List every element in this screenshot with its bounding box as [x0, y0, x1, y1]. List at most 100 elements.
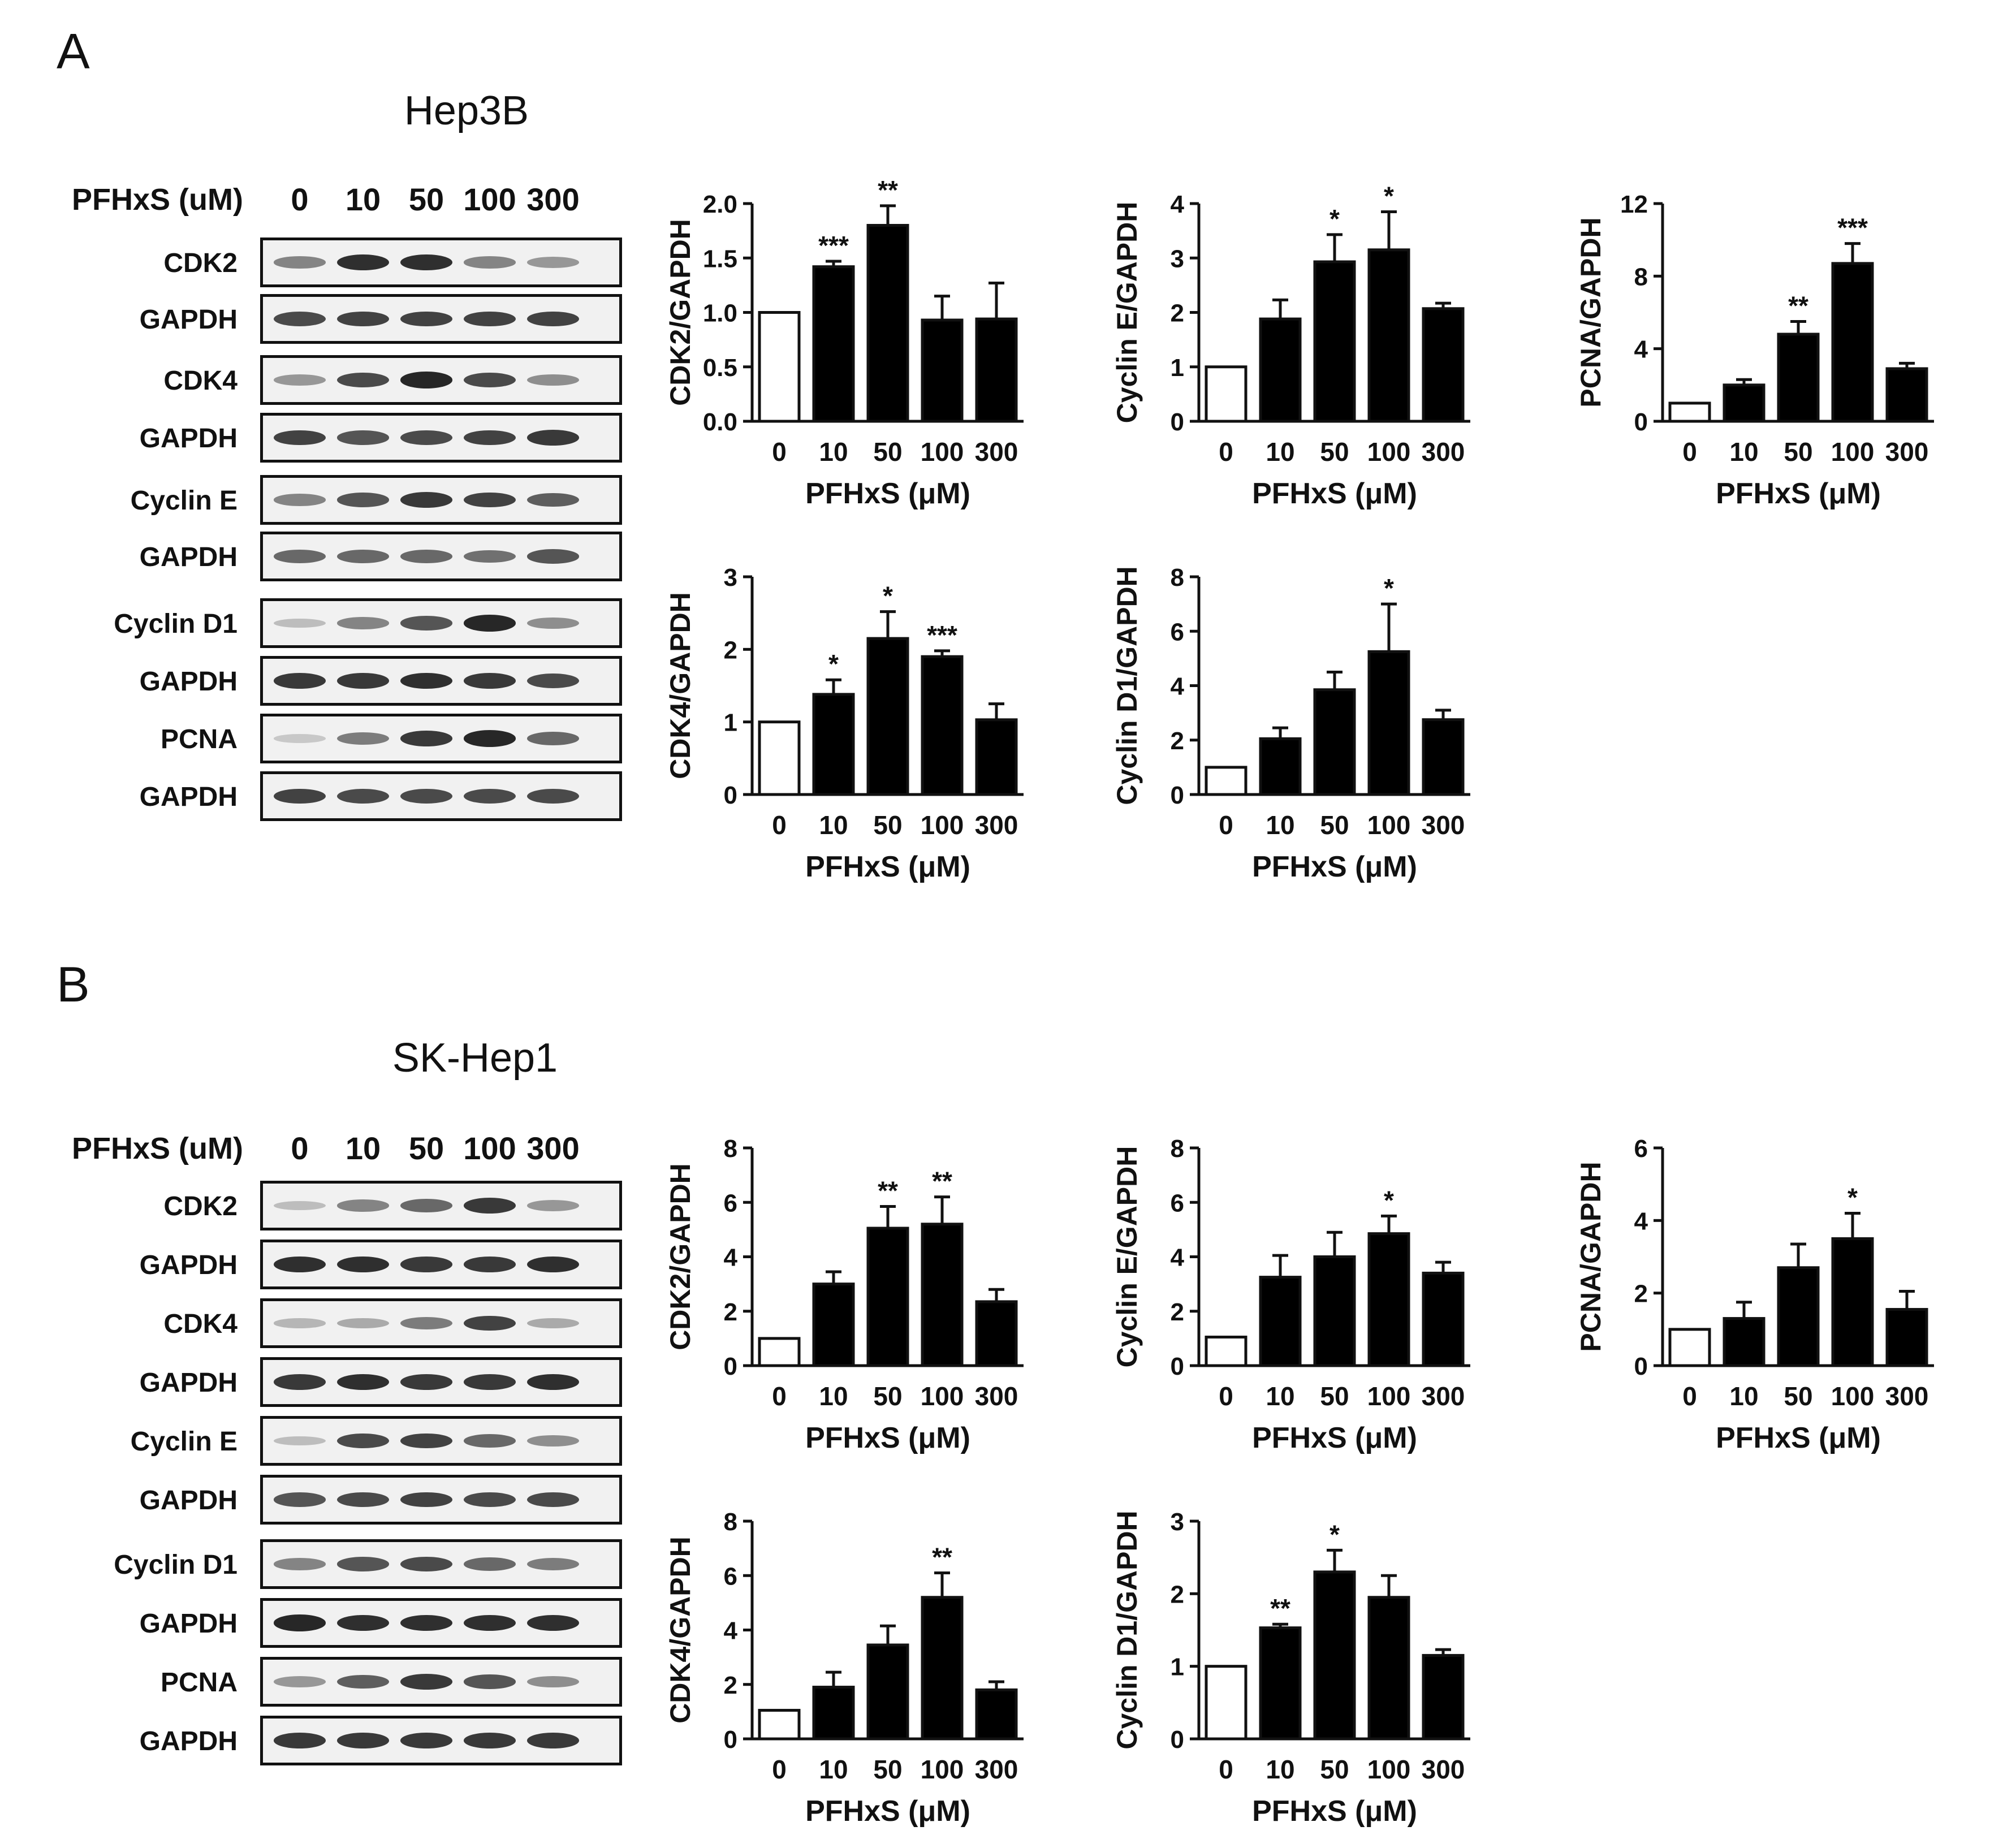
protein-band	[464, 673, 516, 689]
protein-band	[400, 1733, 452, 1748]
bar	[1259, 1626, 1302, 1741]
y-tick-label: 1.5	[703, 245, 737, 273]
panel-a-letter: A	[57, 23, 90, 79]
blot-strip	[260, 294, 622, 344]
protein-band	[527, 789, 579, 804]
x-tick-label: 300	[975, 810, 1018, 840]
protein-band	[337, 311, 389, 327]
band-label: Cyclin E	[130, 1427, 238, 1457]
x-tick-label: 300	[1422, 1755, 1465, 1784]
protein-band	[400, 1199, 452, 1212]
bar	[758, 1708, 801, 1741]
x-axis-label: PFHxS (μM)	[1252, 477, 1417, 510]
y-tick-label: 2	[1171, 300, 1184, 327]
bar	[866, 1643, 909, 1741]
protein-band	[527, 673, 579, 688]
protein-band	[400, 1674, 452, 1690]
x-tick-label: 10	[819, 810, 848, 840]
band-label: PCNA	[160, 724, 238, 754]
protein-band	[337, 1199, 389, 1212]
bar	[1831, 1237, 1874, 1367]
protein-band	[464, 1492, 516, 1507]
bar	[1723, 383, 1765, 423]
bar	[1831, 262, 1874, 423]
protein-band	[400, 372, 452, 388]
bar	[1205, 1335, 1247, 1367]
x-tick-label: 0	[772, 437, 787, 467]
x-tick-label: 100	[1367, 810, 1411, 840]
x-axis-label: PFHxS (μM)	[1252, 1422, 1417, 1454]
y-axis-label: PCNA/GAPDH	[1575, 1162, 1607, 1352]
bar	[1259, 1276, 1302, 1367]
protein-band	[464, 1315, 516, 1331]
y-tick-label: 6	[1634, 1135, 1648, 1163]
y-tick-label: 0	[724, 781, 737, 809]
bar	[812, 693, 855, 796]
x-tick-label: 50	[1320, 1755, 1349, 1784]
band-label: GAPDH	[139, 542, 238, 572]
x-tick-label: 100	[921, 1381, 964, 1411]
protein-band	[464, 1434, 516, 1448]
y-tick-label: 8	[1171, 564, 1184, 591]
blot-a-dose-label: PFHxS (uM)	[72, 183, 243, 217]
bar	[812, 265, 855, 423]
x-tick-label: 0	[1219, 1381, 1233, 1411]
y-tick-label: 0	[1171, 1353, 1184, 1380]
protein-band	[337, 789, 389, 804]
y-tick-label: 2	[1171, 1298, 1184, 1326]
x-tick-label: 100	[1367, 1755, 1411, 1784]
protein-band	[337, 254, 389, 271]
protein-band	[464, 1674, 516, 1689]
protein-band	[274, 1733, 326, 1748]
y-axis-label: CDK2/GAPDH	[664, 219, 696, 406]
protein-band	[464, 1198, 516, 1214]
protein-band	[527, 549, 579, 564]
y-tick-label: 1	[1171, 1653, 1184, 1681]
x-tick-label: 50	[1784, 437, 1812, 467]
blot-strip	[260, 475, 622, 525]
bar	[1313, 688, 1356, 796]
y-axis-label: Cyclin E/GAPDH	[1111, 1146, 1143, 1368]
blot-strip	[260, 238, 622, 287]
y-tick-label: 2	[724, 636, 737, 664]
blot-strip	[260, 714, 622, 763]
bar	[1777, 1266, 1820, 1367]
protein-band	[400, 550, 452, 563]
protein-band	[274, 1558, 326, 1570]
protein-band	[527, 1256, 579, 1273]
y-tick-label: 4	[1171, 191, 1185, 218]
x-tick-label: 50	[1320, 437, 1349, 467]
protein-band	[274, 430, 326, 446]
protein-band	[400, 311, 452, 327]
y-tick-label: 1	[724, 709, 737, 737]
x-axis-label: PFHxS (μM)	[1716, 1422, 1881, 1454]
band-label: GAPDH	[139, 667, 238, 697]
significance-marker: ***	[1837, 213, 1868, 243]
significance-marker: **	[1270, 1594, 1290, 1623]
bar	[758, 311, 801, 423]
x-tick-label: 100	[1367, 437, 1411, 467]
bar	[1259, 317, 1302, 423]
protein-band	[527, 1614, 579, 1631]
blot-strip	[260, 598, 622, 648]
y-axis-label: Cyclin E/GAPDH	[1111, 202, 1143, 424]
bar	[1422, 1271, 1465, 1367]
protein-band	[400, 1557, 452, 1571]
protein-band	[337, 1674, 389, 1689]
x-tick-label: 0	[772, 1755, 787, 1784]
protein-band	[274, 1614, 326, 1631]
y-tick-label: 0.0	[703, 408, 737, 436]
x-axis-label: PFHxS (μM)	[1252, 850, 1417, 883]
x-tick-label: 10	[819, 1755, 848, 1784]
blot-strip	[260, 1657, 622, 1707]
bar	[1313, 1255, 1356, 1367]
bar	[1367, 650, 1410, 796]
x-tick-label: 100	[921, 437, 964, 467]
protein-band	[337, 373, 389, 387]
y-tick-label: 1	[1171, 354, 1184, 382]
x-tick-label: 10	[1266, 437, 1294, 467]
x-tick-label: 0	[1219, 1755, 1233, 1784]
band-label: Cyclin E	[130, 486, 238, 516]
